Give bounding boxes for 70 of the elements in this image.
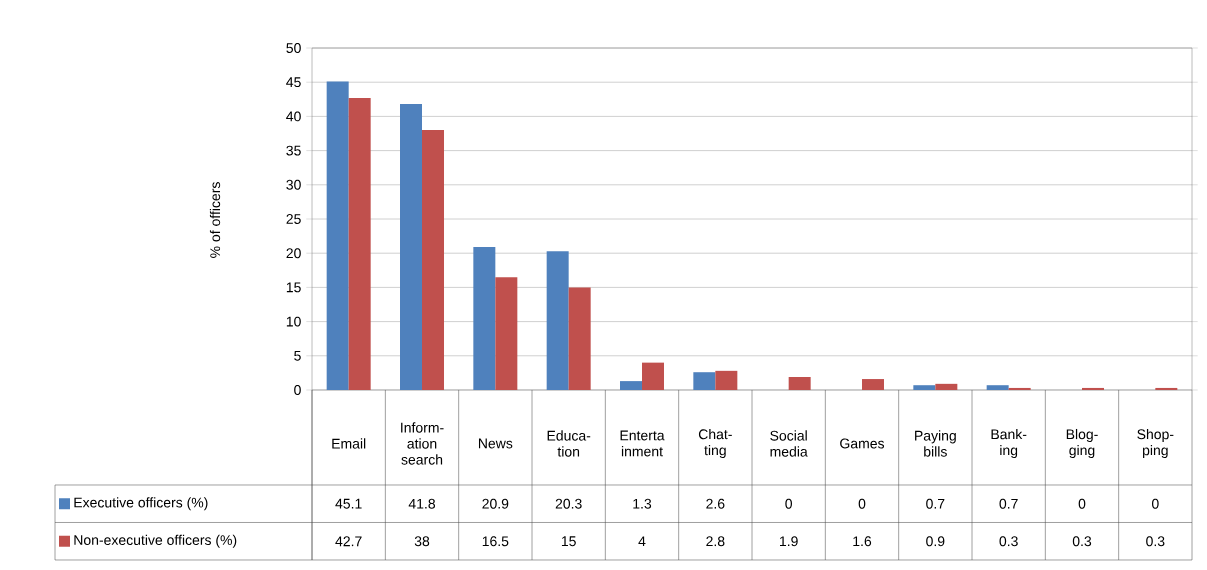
y-tick-label: 10 <box>286 316 301 327</box>
y-tick-label: 5 <box>294 350 301 361</box>
data-label: 0.7 <box>926 498 945 509</box>
bar <box>862 379 884 390</box>
x-tick-label: Chat- ting <box>698 428 732 459</box>
bar <box>422 130 444 390</box>
data-label: 0.3 <box>1072 536 1092 547</box>
data-label: 16.5 <box>482 536 509 547</box>
y-tick-label: 30 <box>286 179 301 190</box>
y-tick-label: 25 <box>286 214 301 224</box>
y-axis-title: % of officers <box>209 182 221 258</box>
bar <box>1155 387 1178 390</box>
data-label: 0 <box>1151 498 1159 509</box>
legend-label: Non-executive officers (%) <box>74 534 237 548</box>
bar <box>715 370 738 390</box>
x-tick-label: Educa- tion <box>547 430 591 457</box>
data-label: 0.3 <box>1146 536 1165 547</box>
data-label: 42.7 <box>335 536 362 547</box>
data-label: 20.3 <box>555 498 582 509</box>
data-label: 20.9 <box>482 498 509 509</box>
x-tick-label: News <box>478 438 513 449</box>
bar <box>495 277 518 390</box>
data-label: 0 <box>1078 498 1086 509</box>
bar <box>642 362 664 390</box>
data-label: 1.3 <box>633 498 652 509</box>
bar <box>568 287 591 390</box>
data-label: 0.7 <box>999 498 1018 509</box>
data-label: 38 <box>414 536 430 547</box>
bar <box>986 385 1009 390</box>
data-label: 45.1 <box>335 498 362 509</box>
x-tick-label: Social media <box>770 430 808 457</box>
x-tick-label: Blog- ging <box>1066 428 1098 459</box>
bar <box>546 251 569 390</box>
bar <box>1082 387 1104 390</box>
data-label: 1.9 <box>780 536 798 547</box>
data-label: 2.8 <box>706 536 725 547</box>
y-tick-label: 45 <box>286 77 301 88</box>
x-tick-label: Bank- ing <box>991 428 1027 459</box>
bar <box>620 381 643 390</box>
x-tick-label: Enterta inment <box>620 430 665 457</box>
data-label: 15 <box>561 536 576 547</box>
bar <box>400 104 423 390</box>
data-label: 1.6 <box>853 536 872 547</box>
x-tick-label: Shop- ping <box>1137 428 1174 459</box>
data-label: 4 <box>638 536 646 547</box>
x-tick-label: Email <box>332 438 366 449</box>
y-tick-label: 0 <box>294 385 301 395</box>
bar <box>788 377 811 390</box>
data-label: 0.3 <box>999 536 1018 547</box>
bar <box>693 372 716 390</box>
bar <box>326 81 349 390</box>
x-tick-label: Paying bills <box>915 430 956 457</box>
y-tick-label: 15 <box>286 282 301 293</box>
data-label: 0 <box>858 498 866 509</box>
bar <box>913 385 936 390</box>
y-tick-label: 40 <box>286 111 301 122</box>
y-tick-label: 50 <box>286 43 301 53</box>
bar <box>473 247 496 390</box>
bar <box>348 97 371 390</box>
bar <box>935 383 958 390</box>
x-tick-label: Inform- ation search <box>401 422 444 465</box>
legend-label: Executive officers (%) <box>74 497 208 511</box>
bar <box>1008 387 1031 390</box>
data-label: 0.9 <box>926 536 945 547</box>
x-tick-label: Games <box>840 438 885 449</box>
data-label: 0 <box>785 498 793 509</box>
y-tick-label: 20 <box>286 248 301 259</box>
y-tick-label: 35 <box>286 145 301 156</box>
data-label: 2.6 <box>706 498 725 509</box>
data-label: 41.8 <box>408 498 436 509</box>
